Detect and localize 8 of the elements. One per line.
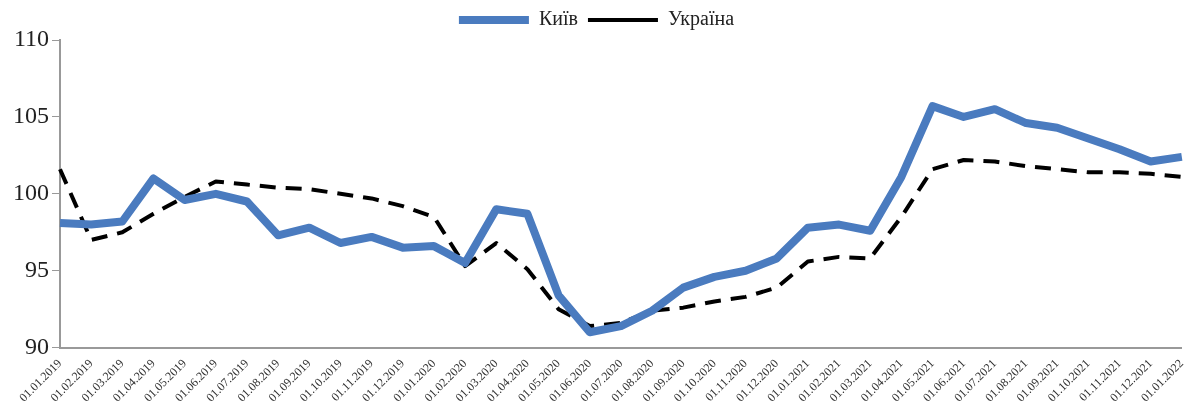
line-series bbox=[58, 157, 1184, 329]
legend-label: Україна bbox=[667, 7, 735, 31]
y-tick-label: 110 bbox=[13, 25, 49, 52]
y-tick-label: 100 bbox=[13, 179, 49, 206]
y-tick-label: 105 bbox=[13, 102, 49, 129]
y-tick-label: 90 bbox=[25, 332, 49, 359]
legend-label: Київ bbox=[538, 7, 578, 30]
y-tick-label: 95 bbox=[25, 256, 49, 283]
